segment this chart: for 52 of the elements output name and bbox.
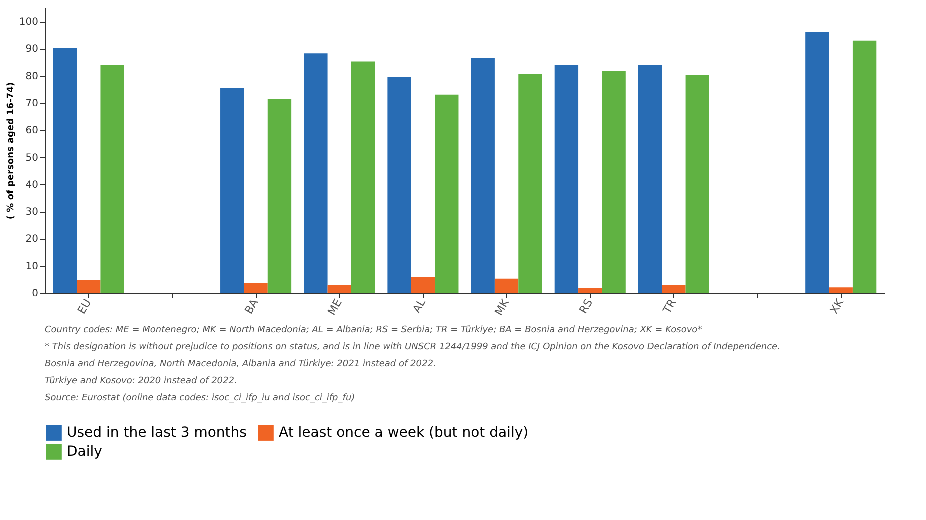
bar bbox=[638, 66, 662, 293]
x-tick-label: ME bbox=[325, 296, 345, 318]
bar bbox=[77, 280, 101, 293]
y-axis-title: ( % of persons aged 16-74) bbox=[6, 82, 16, 220]
y-tick-label: 0 bbox=[32, 288, 38, 300]
x-tick-label: AL bbox=[410, 296, 429, 316]
x-tick-label: BA bbox=[242, 296, 262, 317]
y-tick-label: 60 bbox=[26, 126, 38, 137]
legend-label: Daily bbox=[67, 444, 102, 460]
x-tick-label: MK bbox=[492, 296, 512, 318]
text: Country codes: ME = Montenegro; MK = North Macedonia; AL = Albania; RS = Serbia; TR = Türkiye; BA = Bosnia and Herzegovina; XK = Kosovo* bbox=[45, 326, 703, 336]
legend-label: Used in the last 3 months bbox=[67, 425, 247, 442]
y-tick-label: 40 bbox=[26, 180, 38, 191]
bar bbox=[268, 99, 292, 293]
text: Türkiye and Kosovo: 2020 instead of 2022. bbox=[45, 376, 238, 386]
bar bbox=[518, 74, 542, 293]
x-tick-label: RS bbox=[576, 297, 596, 316]
y-tick-label: 90 bbox=[26, 44, 38, 56]
bar bbox=[471, 58, 495, 293]
bar bbox=[53, 48, 78, 293]
bar bbox=[304, 54, 328, 293]
x-tick-label: EU bbox=[75, 297, 94, 317]
bar bbox=[388, 77, 412, 293]
bar bbox=[829, 288, 853, 293]
source-note: Source: Eurostat (online data codes: isoc_ci_ifp_iu and isoc_ci_ifp_fu) bbox=[45, 394, 356, 404]
y-tick-label: 20 bbox=[26, 234, 38, 246]
bar bbox=[100, 65, 124, 293]
bar bbox=[686, 75, 710, 293]
bar bbox=[244, 284, 268, 293]
x-tick-label: TR bbox=[660, 296, 680, 317]
x-tick-label: XK bbox=[828, 296, 847, 316]
bar bbox=[602, 70, 626, 293]
bar bbox=[328, 285, 352, 293]
bar bbox=[806, 32, 830, 293]
y-tick-label: 30 bbox=[26, 207, 38, 218]
text: Bosnia and Herzegovina, North Macedonia, Albania and Türkiye: 2021 instead of 2022. bbox=[45, 360, 436, 370]
bar bbox=[554, 66, 579, 293]
y-tick-label: 10 bbox=[26, 261, 38, 272]
text: * This designation is without prejudice to positions on status, and is in line with UNSCR 1244/1999 and the ICJ Opinion on the Kosovo Declaration of Independence. bbox=[45, 342, 780, 352]
bar bbox=[435, 94, 459, 293]
y-tick-label: 70 bbox=[26, 98, 38, 110]
bar bbox=[578, 288, 602, 293]
bar bbox=[220, 88, 244, 293]
bar bbox=[351, 62, 376, 293]
bar bbox=[852, 40, 877, 293]
y-tick-label: 100 bbox=[19, 17, 38, 28]
y-tick-label: 80 bbox=[26, 71, 38, 82]
y-tick-label: 50 bbox=[26, 152, 38, 164]
bar bbox=[494, 278, 519, 293]
legend-label: At least once a week (but not daily) bbox=[279, 425, 529, 442]
bar bbox=[411, 276, 436, 293]
bar bbox=[662, 285, 686, 293]
